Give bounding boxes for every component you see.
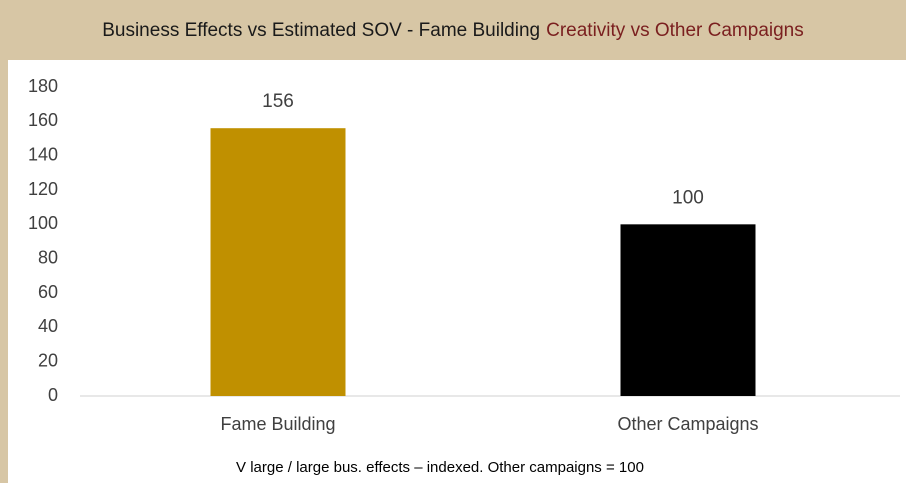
title-part: Business Effects vs Estimated SOV - Fame… [102,20,540,41]
y-tick-label: 120 [28,179,58,199]
y-tick-label: 80 [38,247,58,267]
y-tick-label: 100 [28,213,58,233]
chart-title: Business Effects vs Estimated SOV - Fame… [102,20,804,41]
y-tick-label: 0 [48,385,58,405]
footnote: V large / large bus. effects – indexed. … [236,459,644,476]
value-label: 100 [672,187,704,208]
header-band [0,0,906,60]
x-tick-label: Other Campaigns [617,414,758,434]
y-tick-label: 140 [28,144,58,164]
value-label: 156 [262,91,294,112]
bar [210,128,346,396]
y-tick-label: 20 [38,350,58,370]
left-border [0,60,8,483]
title-highlight: Creativity vs Other Campaigns [546,20,804,41]
y-tick-label: 40 [38,316,58,336]
bar [620,224,756,396]
y-tick-label: 160 [28,110,58,130]
x-tick-label: Fame Building [220,414,335,434]
y-tick-label: 180 [28,76,58,96]
y-tick-label: 60 [38,282,58,302]
